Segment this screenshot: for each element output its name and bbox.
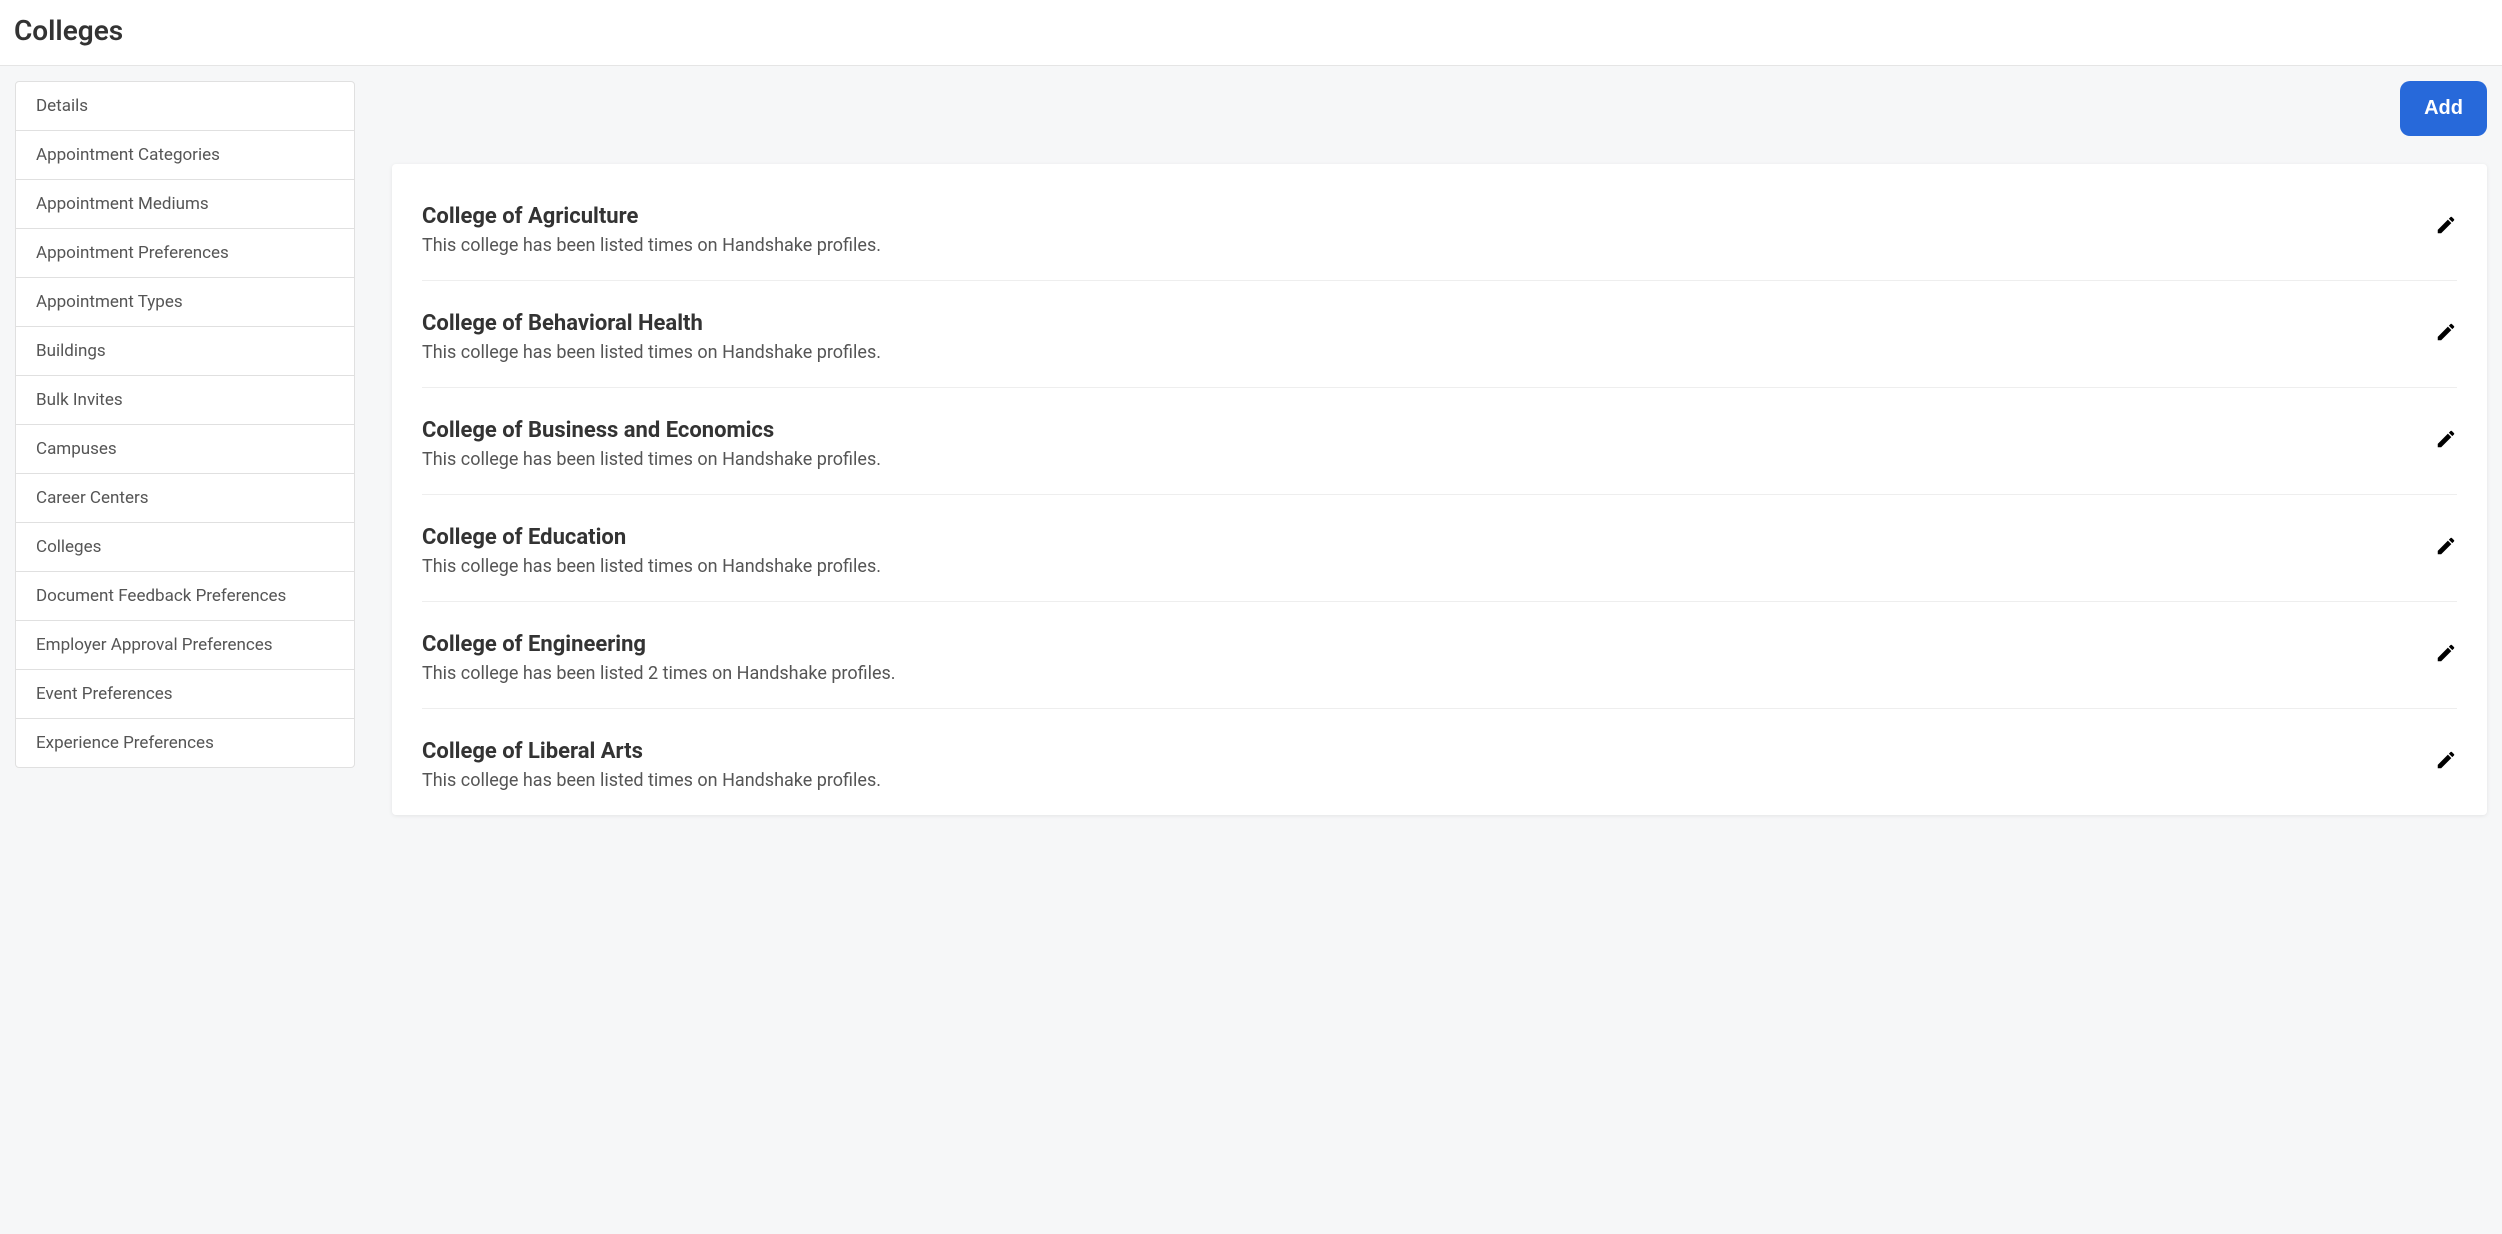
sidebar-item-event-preferences[interactable]: Event Preferences: [16, 670, 354, 719]
page-body: Details Appointment Categories Appointme…: [0, 66, 2502, 1234]
college-name: College of Education: [422, 525, 2415, 550]
sidebar-item-appointment-types[interactable]: Appointment Types: [16, 278, 354, 327]
sidebar-item-appointment-preferences[interactable]: Appointment Preferences: [16, 229, 354, 278]
college-description: This college has been listed times on Ha…: [422, 449, 2415, 470]
college-description: This college has been listed times on Ha…: [422, 235, 2415, 256]
college-description: This college has been listed times on Ha…: [422, 556, 2415, 577]
college-row: College of Liberal Arts This college has…: [422, 727, 2457, 815]
edit-icon[interactable]: [2435, 428, 2457, 450]
page-header: Colleges: [0, 0, 2502, 66]
college-row: College of Business and Economics This c…: [422, 406, 2457, 495]
sidebar-list: Details Appointment Categories Appointme…: [15, 81, 355, 768]
sidebar-item-buildings[interactable]: Buildings: [16, 327, 354, 376]
edit-icon[interactable]: [2435, 749, 2457, 771]
sidebar-item-employer-approval-preferences[interactable]: Employer Approval Preferences: [16, 621, 354, 670]
add-button[interactable]: Add: [2400, 81, 2487, 136]
college-name: College of Agriculture: [422, 204, 2415, 229]
college-info: College of Agriculture This college has …: [422, 204, 2415, 256]
sidebar: Details Appointment Categories Appointme…: [0, 66, 370, 1234]
edit-icon[interactable]: [2435, 535, 2457, 557]
college-row: College of Engineering This college has …: [422, 620, 2457, 709]
edit-icon[interactable]: [2435, 214, 2457, 236]
toolbar: Add: [392, 81, 2487, 136]
college-row: College of Education This college has be…: [422, 513, 2457, 602]
sidebar-item-appointment-mediums[interactable]: Appointment Mediums: [16, 180, 354, 229]
college-name: College of Behavioral Health: [422, 311, 2415, 336]
college-description: This college has been listed times on Ha…: [422, 770, 2415, 791]
college-description: This college has been listed 2 times on …: [422, 663, 2415, 684]
sidebar-item-bulk-invites[interactable]: Bulk Invites: [16, 376, 354, 425]
sidebar-item-experience-preferences[interactable]: Experience Preferences: [16, 719, 354, 767]
college-info: College of Behavioral Health This colleg…: [422, 311, 2415, 363]
college-info: College of Engineering This college has …: [422, 632, 2415, 684]
college-name: College of Business and Economics: [422, 418, 2415, 443]
sidebar-item-details[interactable]: Details: [16, 82, 354, 131]
college-name: College of Liberal Arts: [422, 739, 2415, 764]
college-info: College of Education This college has be…: [422, 525, 2415, 577]
college-info: College of Liberal Arts This college has…: [422, 739, 2415, 791]
sidebar-item-document-feedback-preferences[interactable]: Document Feedback Preferences: [16, 572, 354, 621]
sidebar-item-career-centers[interactable]: Career Centers: [16, 474, 354, 523]
sidebar-item-campuses[interactable]: Campuses: [16, 425, 354, 474]
colleges-card: College of Agriculture This college has …: [392, 164, 2487, 815]
college-info: College of Business and Economics This c…: [422, 418, 2415, 470]
sidebar-item-colleges[interactable]: Colleges: [16, 523, 354, 572]
main-content: Add College of Agriculture This college …: [370, 66, 2502, 1234]
college-row: College of Agriculture This college has …: [422, 192, 2457, 281]
page-title: Colleges: [14, 14, 2488, 47]
college-row: College of Behavioral Health This colleg…: [422, 299, 2457, 388]
edit-icon[interactable]: [2435, 642, 2457, 664]
edit-icon[interactable]: [2435, 321, 2457, 343]
sidebar-item-appointment-categories[interactable]: Appointment Categories: [16, 131, 354, 180]
college-description: This college has been listed times on Ha…: [422, 342, 2415, 363]
college-name: College of Engineering: [422, 632, 2415, 657]
